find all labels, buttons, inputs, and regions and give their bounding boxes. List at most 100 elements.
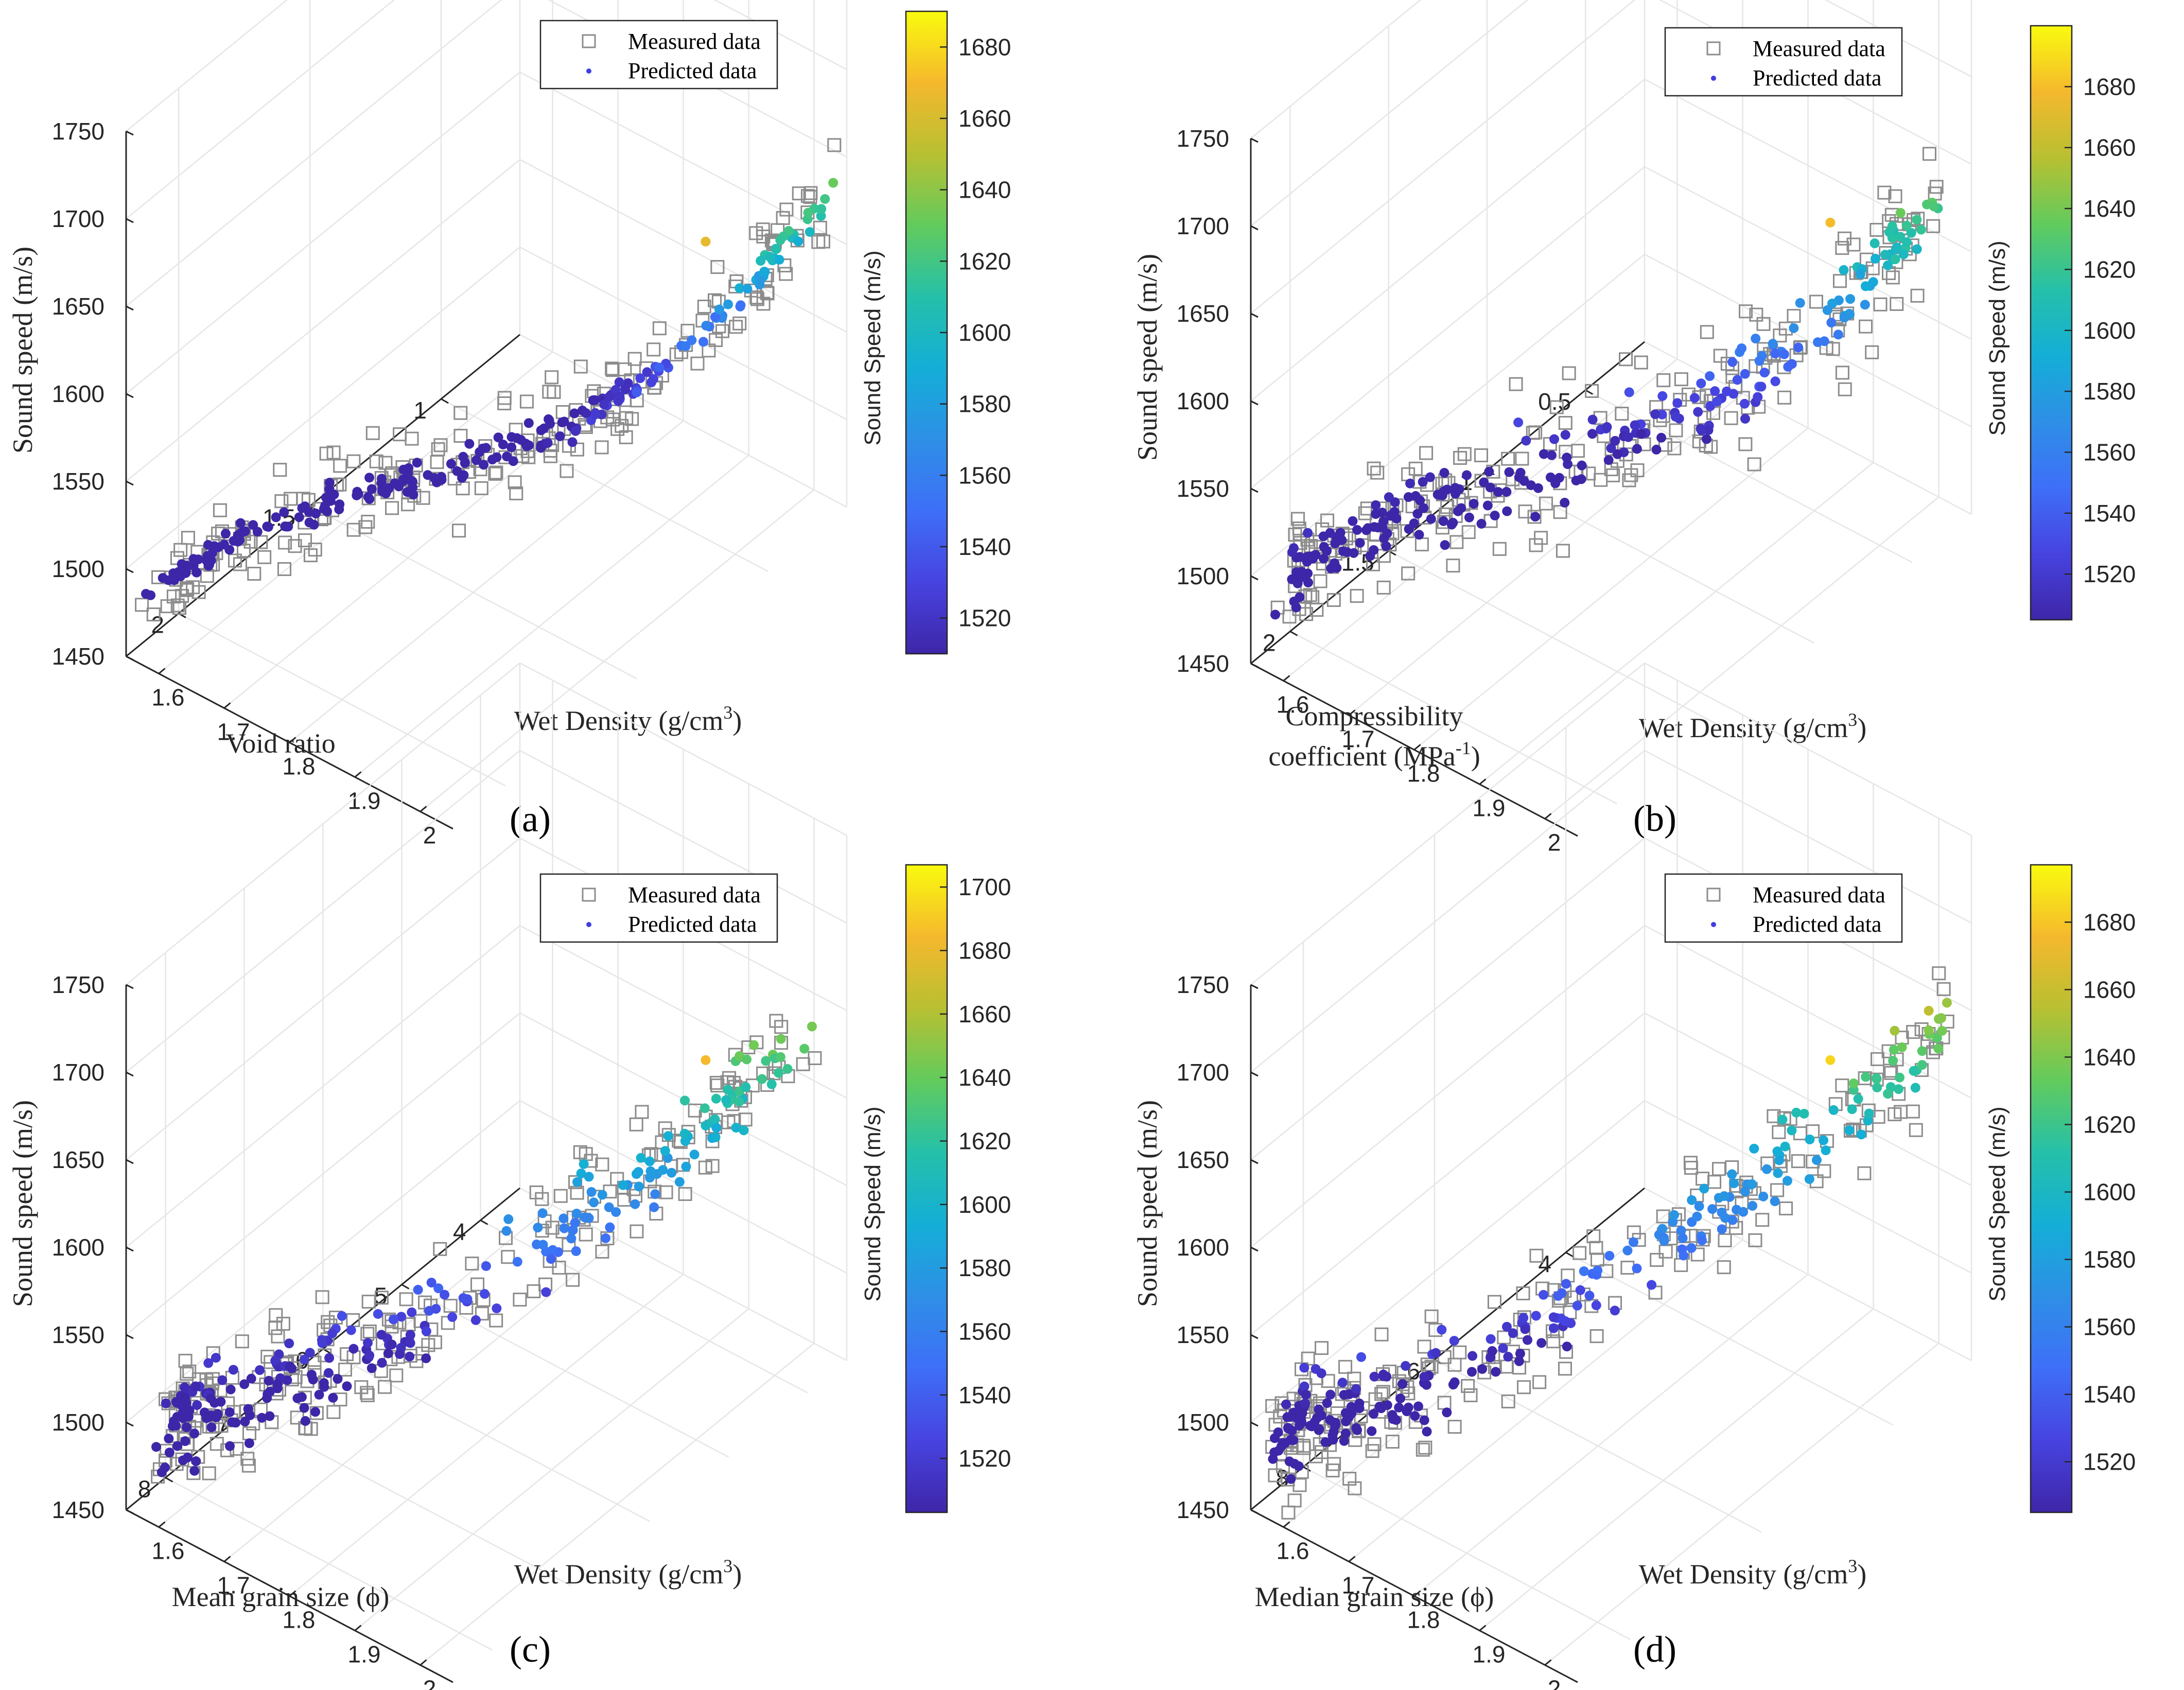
predicted-point bbox=[1476, 519, 1487, 529]
predicted-point bbox=[1628, 1237, 1638, 1247]
z-tick-label: 1550 bbox=[52, 1321, 104, 1348]
measured-point bbox=[1883, 1064, 1897, 1078]
measured-point bbox=[228, 553, 242, 568]
predicted-point bbox=[761, 1056, 771, 1066]
predicted-point bbox=[180, 1393, 190, 1404]
measured-point bbox=[501, 1250, 515, 1264]
predicted-point bbox=[1819, 1135, 1829, 1145]
measured-point bbox=[513, 1293, 527, 1307]
measured-point bbox=[443, 1299, 458, 1313]
predicted-point bbox=[421, 1353, 431, 1364]
predicted-point bbox=[446, 459, 456, 469]
predicted-point bbox=[1374, 1401, 1385, 1412]
predicted-point bbox=[408, 490, 418, 500]
legend: Measured data Predicted data bbox=[539, 873, 778, 943]
predicted-point bbox=[710, 1114, 720, 1124]
measured-point bbox=[319, 446, 334, 461]
predicted-point bbox=[1515, 467, 1526, 478]
predicted-point bbox=[1414, 530, 1424, 540]
predicted-point bbox=[1821, 1145, 1831, 1156]
predicted-point bbox=[1839, 265, 1849, 275]
predicted-point bbox=[803, 207, 813, 218]
predicted-point bbox=[1587, 429, 1598, 439]
predicted-point bbox=[1758, 1191, 1769, 1201]
z-tick-label: 1450 bbox=[52, 643, 104, 670]
predicted-point bbox=[160, 1462, 170, 1473]
predicted-point bbox=[566, 1233, 576, 1244]
x-tick-mark bbox=[1283, 1521, 1290, 1528]
predicted-point bbox=[680, 1136, 690, 1146]
predicted-point bbox=[1719, 1191, 1729, 1201]
predicted-point bbox=[1669, 1210, 1680, 1220]
measured-point bbox=[474, 481, 488, 495]
x-tick-mark bbox=[1348, 709, 1356, 716]
predicted-point bbox=[541, 1287, 551, 1297]
z-tick-label: 1650 bbox=[52, 1146, 104, 1173]
predicted-point bbox=[352, 490, 362, 500]
predicted-point bbox=[1740, 413, 1750, 424]
colorbar-tick-label: 1560 bbox=[2083, 1314, 2136, 1340]
predicted-point bbox=[1484, 466, 1494, 477]
measured-point bbox=[545, 1221, 560, 1235]
predicted-point bbox=[1770, 349, 1780, 359]
predicted-point bbox=[739, 1125, 749, 1136]
grid-line bbox=[1250, 0, 1422, 139]
predicted-point bbox=[373, 1309, 383, 1319]
predicted-point bbox=[1603, 455, 1614, 465]
predicted-point bbox=[1883, 1089, 1893, 1099]
predicted-point bbox=[1584, 1291, 1595, 1301]
predicted-point bbox=[1508, 1328, 1518, 1338]
z-tick-mark bbox=[1250, 1509, 1259, 1514]
predicted-point bbox=[1270, 1433, 1280, 1443]
predicted-point bbox=[650, 1189, 660, 1199]
predicted-point bbox=[164, 1434, 174, 1444]
axes: 1450 1500 1550 1600 1650 1700 1750 1.6 1.7 1.8 1.9… bbox=[52, 971, 520, 1690]
measured-point bbox=[669, 347, 684, 362]
predicted-point bbox=[1291, 602, 1301, 613]
measured-point bbox=[738, 1112, 753, 1127]
legend-box bbox=[1664, 873, 1903, 943]
predicted-point bbox=[1352, 1425, 1362, 1435]
measured-point bbox=[779, 267, 793, 281]
predicted-point bbox=[377, 1357, 387, 1368]
predicted-point bbox=[1469, 499, 1479, 509]
predicted-point bbox=[447, 1312, 458, 1322]
measured-point bbox=[326, 1405, 341, 1419]
predicted-point bbox=[1413, 1401, 1424, 1412]
measured-point bbox=[1656, 373, 1671, 388]
measured-point bbox=[610, 422, 625, 436]
predicted-point bbox=[377, 474, 387, 484]
predicted-point bbox=[1738, 1207, 1749, 1217]
measured-point bbox=[1922, 147, 1936, 161]
predicted-point bbox=[723, 299, 733, 309]
measured-point bbox=[1936, 982, 1951, 996]
predicted-point bbox=[1295, 1420, 1305, 1431]
predicted-point bbox=[404, 463, 414, 473]
grid-line bbox=[1565, 727, 1893, 1426]
predicted-point bbox=[1839, 312, 1849, 323]
z-tick-label: 1500 bbox=[1177, 563, 1229, 589]
measured-point bbox=[1873, 297, 1888, 311]
predicted-point bbox=[1693, 407, 1703, 417]
x-tick-mark bbox=[420, 1659, 427, 1666]
predicted-point bbox=[600, 1233, 610, 1243]
measured-point bbox=[547, 385, 561, 399]
colorbar: 1520 1540 1560 1580 1600 1620 1640 1660 1680 Soun… bbox=[1985, 25, 2136, 621]
predicted-point bbox=[234, 530, 244, 540]
x-tick-mark bbox=[289, 1590, 296, 1597]
measured-point bbox=[465, 1257, 479, 1271]
colorbar-tick-label: 1540 bbox=[958, 533, 1011, 560]
predicted-point bbox=[636, 1153, 646, 1163]
x-tick-mark bbox=[1479, 778, 1487, 785]
colorbar-tick-label: 1680 bbox=[958, 937, 1011, 964]
z-tick-label: 1700 bbox=[1177, 213, 1229, 239]
predicted-point bbox=[1754, 356, 1764, 366]
colorbar-tick-label: 1620 bbox=[2083, 1111, 2136, 1138]
predicted-point bbox=[146, 590, 156, 600]
measured-point bbox=[1747, 457, 1761, 472]
y-tick-label: 1 bbox=[413, 397, 427, 424]
predicted-point bbox=[1844, 1125, 1855, 1136]
measured-point bbox=[1419, 446, 1434, 460]
predicted-point bbox=[308, 1374, 318, 1385]
predicted-point bbox=[820, 194, 830, 204]
